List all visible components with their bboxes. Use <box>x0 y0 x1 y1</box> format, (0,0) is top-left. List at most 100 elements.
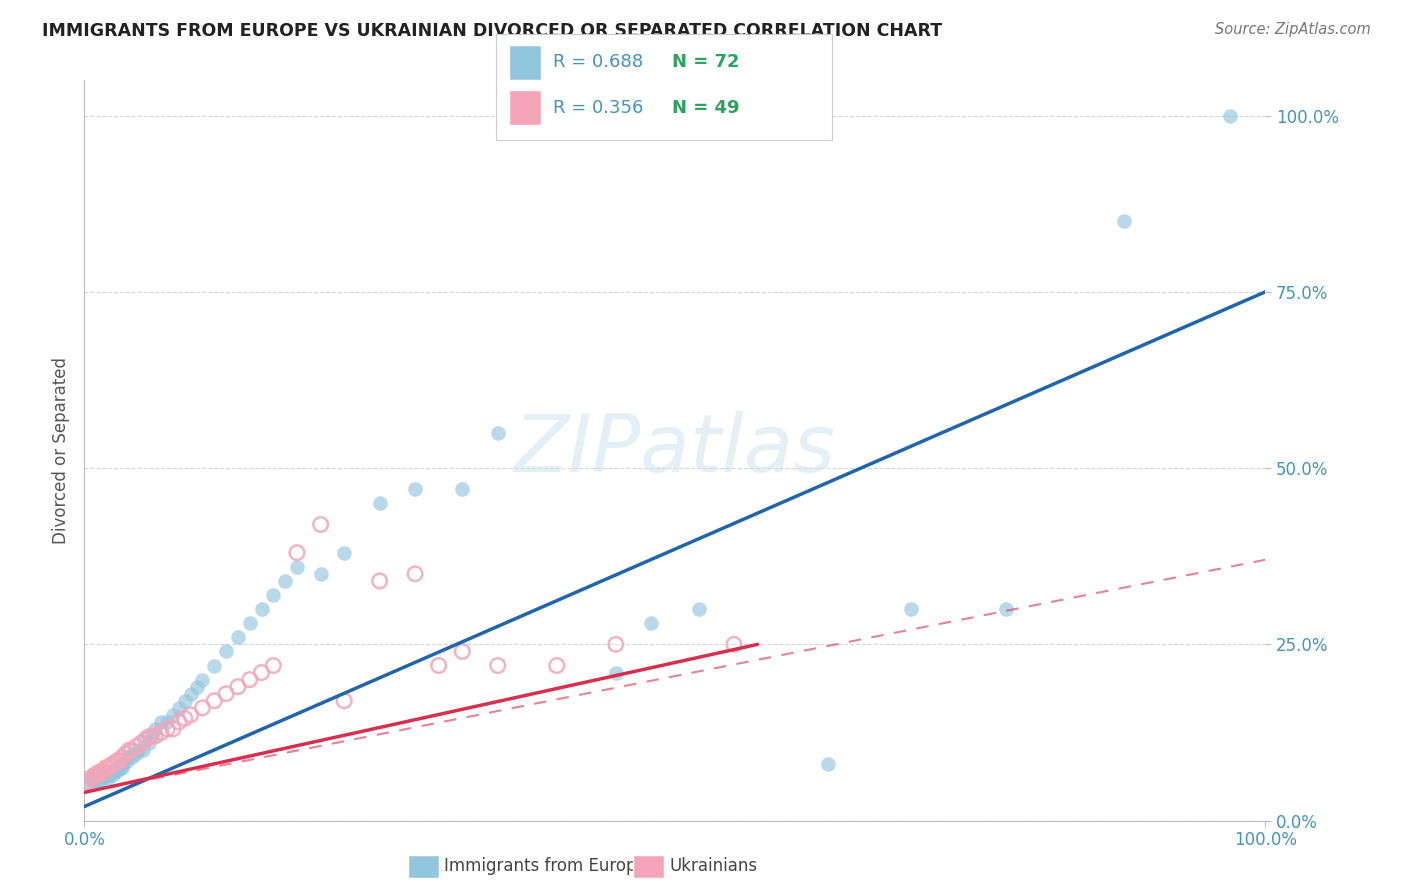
Point <box>94 761 117 775</box>
Point <box>250 602 273 616</box>
Point <box>107 754 129 768</box>
Point <box>900 602 922 616</box>
Point <box>368 574 391 588</box>
Point <box>87 775 110 789</box>
Point <box>91 764 114 779</box>
Point <box>90 764 112 779</box>
Point <box>97 768 120 782</box>
Point <box>180 687 202 701</box>
Point <box>84 772 107 786</box>
Point <box>173 694 195 708</box>
Text: Immigrants from Europe: Immigrants from Europe <box>444 857 647 875</box>
Point <box>129 736 152 750</box>
Point <box>125 747 148 761</box>
Point <box>111 750 134 764</box>
Point <box>104 763 127 777</box>
Point <box>77 775 100 789</box>
Point <box>114 750 136 764</box>
Point <box>96 764 118 779</box>
Point <box>817 757 839 772</box>
Point <box>167 701 190 715</box>
Point <box>138 736 160 750</box>
Point <box>723 637 745 651</box>
Point <box>103 764 125 779</box>
Point <box>486 425 509 440</box>
Point <box>451 482 474 496</box>
Point <box>98 768 121 782</box>
Point <box>1219 109 1241 123</box>
Point <box>262 588 284 602</box>
Text: R = 0.356: R = 0.356 <box>553 99 643 117</box>
Point <box>121 750 143 764</box>
Point <box>77 775 100 789</box>
Text: N = 49: N = 49 <box>672 99 740 117</box>
Point <box>262 658 284 673</box>
Point <box>135 729 157 743</box>
Point <box>239 673 262 687</box>
Point <box>111 761 134 775</box>
Point <box>115 754 138 768</box>
Point <box>546 658 568 673</box>
Point <box>94 768 117 782</box>
Point <box>101 768 124 782</box>
Point <box>605 637 627 651</box>
Point <box>108 761 131 775</box>
Point <box>108 757 131 772</box>
Point <box>84 768 107 782</box>
Point <box>82 770 104 784</box>
Point <box>191 701 214 715</box>
Point <box>132 743 155 757</box>
Point <box>121 743 143 757</box>
Point <box>1112 214 1135 228</box>
Point <box>143 722 166 736</box>
Point <box>108 754 131 768</box>
Point <box>427 658 450 673</box>
Text: IMMIGRANTS FROM EUROPE VS UKRAINIAN DIVORCED OR SEPARATED CORRELATION CHART: IMMIGRANTS FROM EUROPE VS UKRAINIAN DIVO… <box>42 22 942 40</box>
Point <box>125 739 148 754</box>
Point <box>215 687 238 701</box>
Text: Source: ZipAtlas.com: Source: ZipAtlas.com <box>1215 22 1371 37</box>
Point <box>226 630 249 644</box>
Point <box>162 707 184 722</box>
Point <box>215 644 238 658</box>
Y-axis label: Divorced or Separated: Divorced or Separated <box>52 357 70 544</box>
Point <box>128 743 150 757</box>
Point <box>87 765 110 780</box>
Point <box>688 602 710 616</box>
Point <box>150 725 173 739</box>
Point <box>100 764 122 779</box>
Point <box>156 714 179 729</box>
Point <box>142 729 165 743</box>
Point <box>156 722 179 736</box>
Point <box>191 673 214 687</box>
Text: N = 72: N = 72 <box>672 53 740 70</box>
Point <box>226 680 249 694</box>
Point <box>82 772 104 787</box>
Point <box>486 658 509 673</box>
Point <box>274 574 297 588</box>
Point <box>97 761 120 775</box>
Point <box>162 722 184 736</box>
Point <box>84 768 107 782</box>
Text: Ukrainians: Ukrainians <box>669 857 758 875</box>
Point <box>139 729 162 743</box>
Point <box>605 665 627 680</box>
Point <box>150 714 173 729</box>
Point <box>309 517 332 532</box>
Point <box>118 743 141 757</box>
Point <box>98 758 121 772</box>
Point <box>173 711 195 725</box>
Point <box>91 765 114 780</box>
Point <box>333 546 356 560</box>
Point <box>101 757 124 772</box>
Point <box>83 775 105 789</box>
Point <box>91 768 114 782</box>
Point <box>107 764 129 779</box>
Point <box>84 768 107 782</box>
Point <box>90 772 112 786</box>
Text: R = 0.688: R = 0.688 <box>553 53 643 70</box>
Point <box>91 772 114 786</box>
Point <box>404 566 426 581</box>
Point <box>118 750 141 764</box>
Point <box>285 559 308 574</box>
